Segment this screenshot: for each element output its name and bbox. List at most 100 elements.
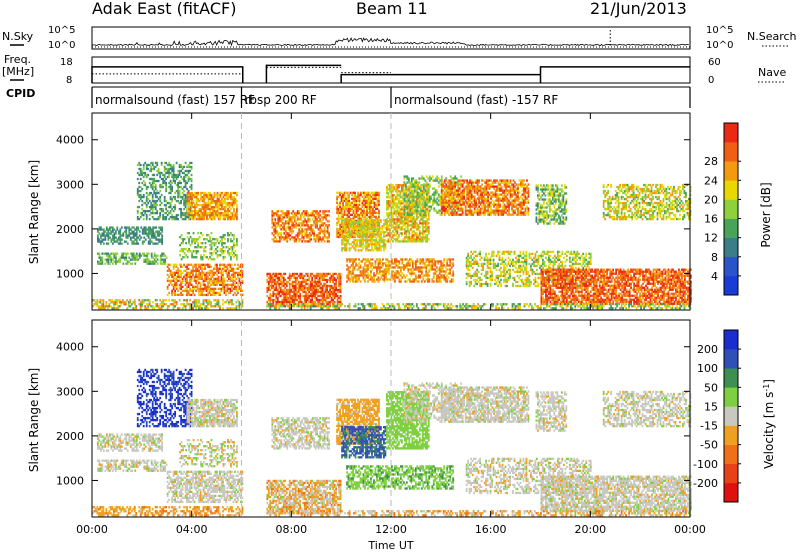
power-cell xyxy=(225,205,228,209)
power-cell xyxy=(135,240,138,243)
power-cell xyxy=(312,300,315,304)
power-cell xyxy=(163,299,166,302)
power-cell xyxy=(361,209,364,213)
power-cell xyxy=(187,175,190,179)
power-cell xyxy=(229,277,232,280)
power-cell xyxy=(324,298,327,302)
power-cell xyxy=(411,196,414,199)
power-cell xyxy=(270,286,273,290)
power-cell xyxy=(99,256,102,259)
power-cell xyxy=(215,203,217,207)
power-cell xyxy=(406,228,409,231)
power-cell xyxy=(113,236,116,239)
power-cell xyxy=(151,161,154,165)
power-cell xyxy=(164,262,167,265)
power-cell xyxy=(376,217,379,221)
power-cell xyxy=(194,240,196,243)
power-cell xyxy=(162,209,165,213)
power-cell xyxy=(172,175,175,179)
power-cell xyxy=(141,187,144,191)
power-cell xyxy=(230,197,232,201)
power-cell xyxy=(417,234,420,237)
power-cell xyxy=(226,283,229,287)
power-cell xyxy=(341,229,343,232)
power-cell xyxy=(204,277,206,280)
power-cell xyxy=(213,213,216,217)
power-cell xyxy=(272,222,275,225)
power-cell xyxy=(110,232,113,235)
power-cell xyxy=(351,193,353,196)
power-cell xyxy=(381,241,384,244)
power-cell xyxy=(351,241,354,244)
power-cell xyxy=(332,286,334,290)
power-cell xyxy=(147,226,150,229)
power-cell xyxy=(420,198,423,201)
power-cell xyxy=(155,254,158,257)
power-cell xyxy=(112,301,115,304)
power-cell xyxy=(329,292,332,296)
power-cell xyxy=(365,260,368,263)
power-cell xyxy=(352,229,355,233)
power-cell xyxy=(303,302,306,306)
power-cell xyxy=(370,201,373,205)
power-cell xyxy=(195,203,198,207)
power-cell xyxy=(289,216,292,219)
power-cell xyxy=(191,205,193,209)
power-cell xyxy=(125,228,128,231)
power-cell xyxy=(421,208,424,211)
power-cell xyxy=(182,240,184,243)
power-cell xyxy=(153,226,156,229)
power-cell xyxy=(296,294,299,298)
power-cell xyxy=(343,197,346,200)
power-cell xyxy=(315,282,318,286)
power-cell xyxy=(320,276,323,280)
power-cell xyxy=(142,167,145,171)
power-cell xyxy=(325,236,328,239)
power-cell xyxy=(225,283,227,287)
power-cell xyxy=(303,286,306,290)
power-cell xyxy=(117,305,120,308)
power-cell xyxy=(212,252,214,255)
power-cell xyxy=(269,298,272,302)
power-cell xyxy=(186,211,189,215)
power-cell xyxy=(308,234,311,237)
power-cell xyxy=(139,211,142,215)
power-cell xyxy=(132,240,135,243)
power-cell xyxy=(174,207,177,211)
power-cell xyxy=(396,198,399,201)
power-cell xyxy=(154,195,157,199)
power-cell xyxy=(327,294,330,298)
power-cell xyxy=(272,278,275,282)
power-cell xyxy=(383,280,386,283)
power-cell xyxy=(378,199,380,202)
power-cell xyxy=(305,240,308,243)
power-cell xyxy=(184,265,187,268)
power-cell xyxy=(408,240,411,243)
power-cell xyxy=(424,226,427,229)
power-cell xyxy=(276,274,279,278)
power-cell xyxy=(335,284,337,288)
power-cell xyxy=(381,231,384,234)
power-cell xyxy=(348,201,350,205)
power-cell xyxy=(409,224,412,227)
power-cell xyxy=(119,260,122,263)
power-cell xyxy=(108,254,111,257)
power-cell xyxy=(302,286,305,290)
power-cell xyxy=(189,161,191,165)
power-cell xyxy=(377,243,379,246)
power-cell xyxy=(219,281,221,285)
power-cell xyxy=(101,240,104,243)
power-cell xyxy=(138,193,141,197)
power-cell xyxy=(383,276,386,279)
power-cell xyxy=(102,299,105,302)
power-cell xyxy=(169,197,172,201)
power-cell xyxy=(333,300,336,304)
power-cell xyxy=(117,242,120,245)
power-cell xyxy=(123,258,126,261)
power-cell xyxy=(375,211,377,215)
power-cell xyxy=(150,228,153,231)
power-cell xyxy=(310,214,313,217)
power-cell xyxy=(389,214,391,217)
power-cell xyxy=(114,230,117,233)
power-cell xyxy=(281,216,284,219)
